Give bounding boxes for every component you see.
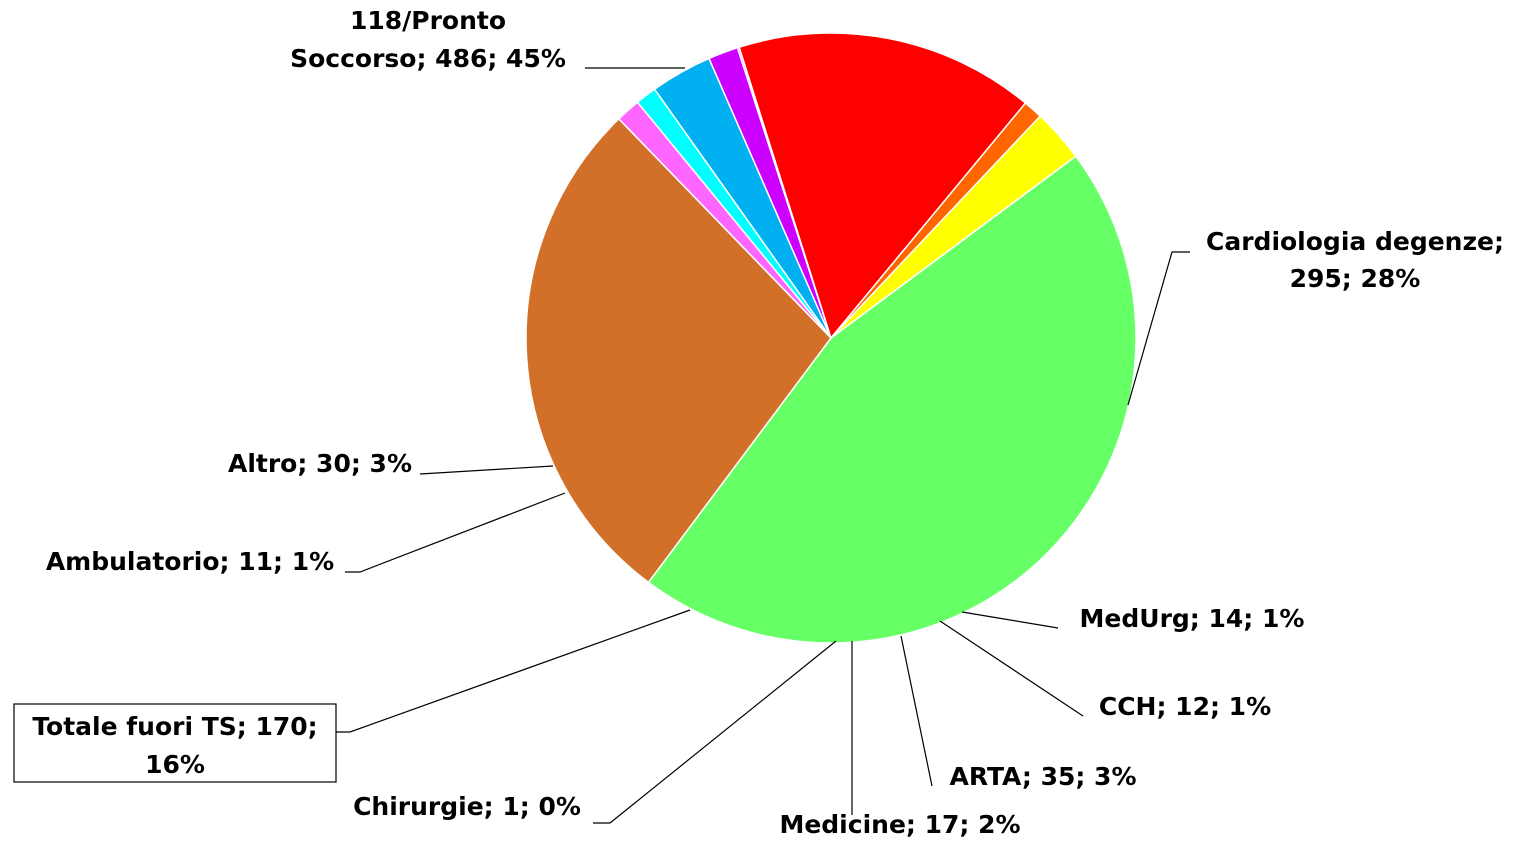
data-label: Ambulatorio; 11; 1% bbox=[46, 547, 334, 576]
data-label: Soccorso; 486; 45% bbox=[290, 44, 566, 73]
label-box bbox=[13, 703, 337, 783]
leader-line bbox=[336, 609, 691, 733]
data-label: Cardiologia degenze; bbox=[1206, 227, 1504, 256]
data-label: CCH; 12; 1% bbox=[1099, 692, 1271, 721]
leader-line bbox=[345, 492, 566, 573]
data-label: Altro; 30; 3% bbox=[228, 449, 412, 478]
data-label: MedUrg; 14; 1% bbox=[1080, 604, 1305, 633]
data-label: ARTA; 35; 3% bbox=[949, 762, 1136, 791]
leader-line bbox=[900, 635, 933, 787]
leader-line bbox=[593, 640, 837, 824]
leader-line bbox=[939, 620, 1084, 717]
leader-line bbox=[419, 465, 554, 475]
leader-line bbox=[961, 611, 1059, 629]
data-label: Totale fuori TS; 170; bbox=[32, 712, 317, 741]
data-label: 16% bbox=[145, 750, 205, 779]
data-label: Medicine; 17; 2% bbox=[779, 810, 1020, 839]
data-label: 295; 28% bbox=[1290, 264, 1421, 293]
pie-slice bbox=[738, 32, 1027, 340]
pie-slice bbox=[830, 115, 1077, 339]
pie-slice bbox=[647, 155, 1137, 644]
pie-slice bbox=[525, 117, 832, 584]
data-label: Chirurgie; 1; 0% bbox=[353, 792, 581, 821]
leader-line bbox=[1127, 251, 1190, 406]
data-label: 118/Pronto bbox=[350, 6, 506, 35]
